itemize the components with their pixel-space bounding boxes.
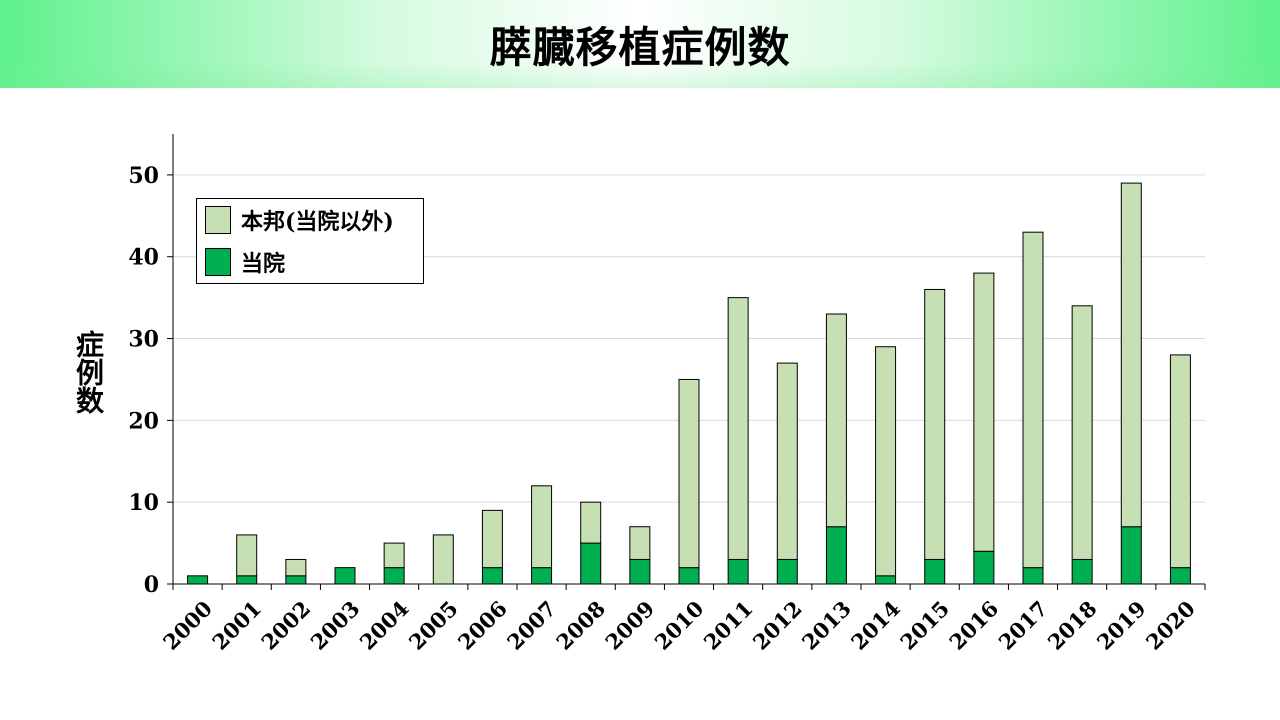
bar-other (1169, 354, 1191, 569)
x-tick-label: 2010 (649, 596, 708, 655)
bar-other (825, 313, 847, 528)
legend-label-ours: 当院 (241, 251, 286, 277)
x-tick-label: 2006 (453, 596, 512, 655)
bar-ours (383, 567, 405, 585)
bar-ours (187, 575, 209, 585)
bar-ours (727, 558, 749, 585)
legend-swatch-other (205, 206, 231, 234)
bar-ours (825, 526, 847, 585)
x-tick-label: 2000 (158, 596, 217, 655)
y-tick-label: 30 (128, 327, 159, 353)
x-tick-label: 2013 (797, 596, 856, 655)
x-tick-label: 2016 (944, 596, 1003, 655)
bar-other (285, 558, 307, 577)
legend-label-other: 本邦(当院以外) (241, 209, 394, 235)
bar-other (776, 362, 798, 560)
title-banner (0, 0, 1280, 88)
y-tick-label: 10 (128, 490, 159, 516)
bar-ours (531, 567, 553, 585)
y-tick-label: 0 (144, 572, 159, 598)
legend-item-other: 本邦(当院以外) (205, 205, 394, 235)
bar-ours (334, 567, 356, 585)
bar-ours (776, 558, 798, 585)
bar-other (1071, 305, 1093, 560)
y-tick-label: 50 (128, 163, 159, 189)
bar-ours (875, 575, 897, 585)
bar-other (580, 501, 602, 544)
bar-ours (629, 558, 651, 585)
bar-other (1022, 231, 1044, 569)
bar-ours (580, 542, 602, 585)
legend-item-ours: 当院 (205, 247, 285, 277)
x-tick-label: 2017 (993, 596, 1052, 655)
bar-other (236, 534, 258, 577)
bar-other (924, 288, 946, 560)
x-tick-label: 2011 (699, 596, 758, 655)
bar-ours (1071, 558, 1093, 585)
x-tick-label: 2002 (256, 596, 315, 655)
x-tick-label: 2012 (748, 596, 807, 655)
x-tick-label: 2015 (895, 596, 954, 655)
bar-ours (285, 575, 307, 585)
legend-swatch-ours (205, 248, 231, 276)
bar-ours (973, 550, 995, 585)
bar-other (973, 272, 995, 552)
x-tick-label: 2020 (1141, 596, 1200, 655)
x-tick-label: 2019 (1092, 596, 1151, 655)
bar-other (875, 346, 897, 577)
bar-other (531, 485, 553, 569)
x-tick-label: 2014 (846, 596, 905, 655)
x-tick-label: 2004 (355, 596, 414, 655)
x-tick-label: 2001 (207, 596, 266, 655)
bar-ours (236, 575, 258, 585)
y-tick-label: 40 (128, 245, 159, 271)
x-tick-label: 2003 (305, 596, 364, 655)
bar-other (629, 526, 651, 560)
x-tick-label: 2005 (404, 596, 463, 655)
y-tick-label: 20 (128, 408, 159, 434)
page-title: 膵臓移植症例数 (489, 23, 791, 72)
bar-ours (481, 567, 503, 585)
y-axis-label: 症例数 (72, 330, 105, 414)
x-tick-label: 2009 (600, 596, 659, 655)
legend: 本邦(当院以外) 当院 (196, 198, 424, 284)
x-tick-label: 2018 (1043, 596, 1102, 655)
x-tick-label: 2008 (551, 596, 610, 655)
bar-ours (1120, 526, 1142, 585)
bar-ours (678, 567, 700, 585)
bar-ours (1169, 567, 1191, 585)
bar-other (383, 542, 405, 569)
x-tick-label: 2007 (502, 596, 561, 655)
bar-other (1120, 182, 1142, 528)
bar-other (481, 509, 503, 569)
bar-ours (924, 558, 946, 585)
bar-other (727, 297, 749, 560)
bar-ours (1022, 567, 1044, 585)
bar-other (432, 534, 454, 585)
bar-other (678, 378, 700, 569)
